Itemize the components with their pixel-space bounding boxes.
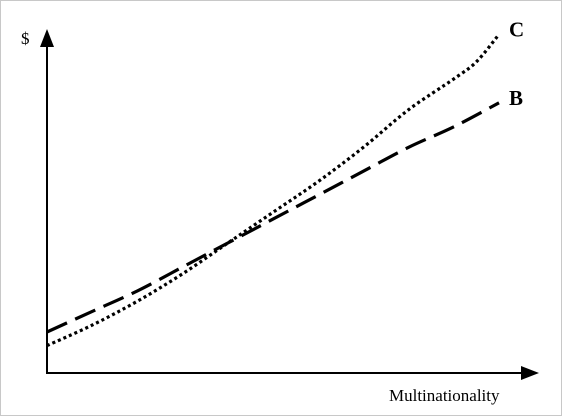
x-axis-arrow-icon — [521, 366, 539, 380]
series-label-c: C — [509, 17, 524, 41]
series-label-b: B — [509, 86, 523, 110]
x-axis-label: Multinationality — [389, 386, 500, 405]
series-group: BC — [46, 17, 524, 348]
series-line-c — [46, 33, 501, 348]
y-axis-arrow-icon — [40, 29, 54, 47]
y-axis-label: $ — [21, 29, 30, 48]
series-line-b — [46, 101, 500, 334]
